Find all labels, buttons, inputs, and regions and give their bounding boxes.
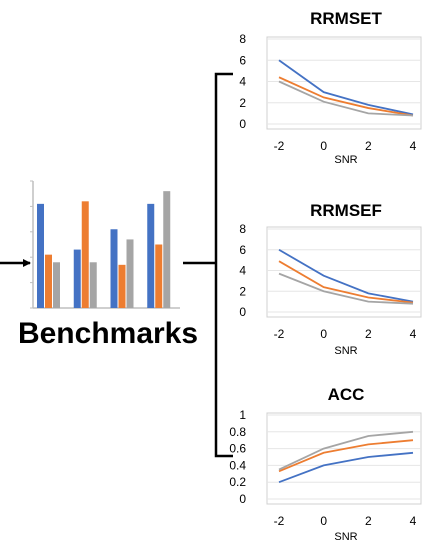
x-tick-label: 2 (365, 327, 372, 341)
plot-area (266, 412, 422, 505)
y-tick-label: 0.6 (229, 442, 246, 456)
icon-bar (155, 244, 163, 308)
series-line-3 (278, 272, 414, 305)
y-tick-label: 2 (239, 284, 246, 298)
icon-bar (118, 264, 126, 308)
bar-chart-icon (30, 180, 180, 309)
x-axis-label: SNR (334, 154, 357, 166)
icon-bar (73, 249, 81, 308)
y-tick-label: 0.8 (229, 425, 246, 439)
y-tick-label: 8 (239, 32, 246, 46)
y-tick-label: 0 (239, 117, 246, 131)
series-line-1 (278, 248, 414, 303)
icon-bar (110, 229, 118, 308)
icon-bar (89, 262, 97, 308)
chart-rrmsef: RRMSEF 0 2 4 6 8 -2 0 2 4 SNR (239, 201, 422, 357)
series-line-3 (278, 80, 414, 117)
chart-rrmset: RRMSET 0 2 4 6 8 -2 0 2 4 SNR (239, 9, 422, 166)
x-tick-label: 0 (320, 327, 327, 341)
y-tick-label: 0.2 (229, 475, 246, 489)
x-tick-label: 4 (410, 327, 417, 341)
chart-title: RRMSET (310, 9, 382, 28)
y-tick-label: 8 (239, 222, 246, 236)
series-line-3 (278, 430, 414, 471)
series-line-2 (278, 260, 414, 304)
series-line-2 (278, 76, 414, 117)
x-tick-label: 2 (365, 514, 372, 528)
x-tick-label: 0 (320, 514, 327, 528)
x-tick-label: 4 (410, 514, 417, 528)
y-tick-label: 0.4 (229, 458, 246, 472)
x-tick-label: -2 (274, 327, 285, 341)
series-line-1 (278, 451, 414, 484)
icon-bar (81, 201, 89, 308)
y-tick-label: 0 (239, 492, 246, 506)
chart-acc: ACC 0 0.2 0.4 0.6 0.8 1 -2 0 2 4 SNR (229, 385, 422, 543)
x-tick-label: 2 (365, 139, 372, 153)
icon-bar (37, 203, 44, 308)
icon-bar (53, 262, 60, 308)
series-line-2 (278, 439, 414, 473)
icon-bar (45, 254, 52, 308)
y-tick-label: 6 (239, 243, 246, 257)
y-tick-label: 1 (239, 408, 246, 422)
x-tick-label: -2 (274, 139, 285, 153)
y-tick-label: 6 (239, 53, 246, 67)
benchmarks-label: Benchmarks (17, 317, 199, 350)
icon-bar (126, 239, 134, 308)
y-tick-label: 4 (239, 264, 246, 278)
y-tick-label: 2 (239, 96, 246, 110)
icon-bar (163, 191, 171, 308)
x-tick-label: 0 (320, 139, 327, 153)
x-axis-label: SNR (334, 531, 357, 543)
series-line-1 (278, 59, 414, 116)
y-tick-label: 0 (239, 305, 246, 319)
x-tick-label: -2 (274, 514, 285, 528)
chart-title: ACC (328, 385, 365, 404)
icon-bar (147, 203, 155, 308)
y-tick-label: 4 (239, 75, 246, 89)
bracket-line (214, 72, 233, 458)
x-tick-label: 4 (410, 139, 417, 153)
chart-title: RRMSEF (310, 201, 382, 220)
x-axis-label: SNR (334, 345, 357, 357)
plot-area (266, 36, 422, 130)
